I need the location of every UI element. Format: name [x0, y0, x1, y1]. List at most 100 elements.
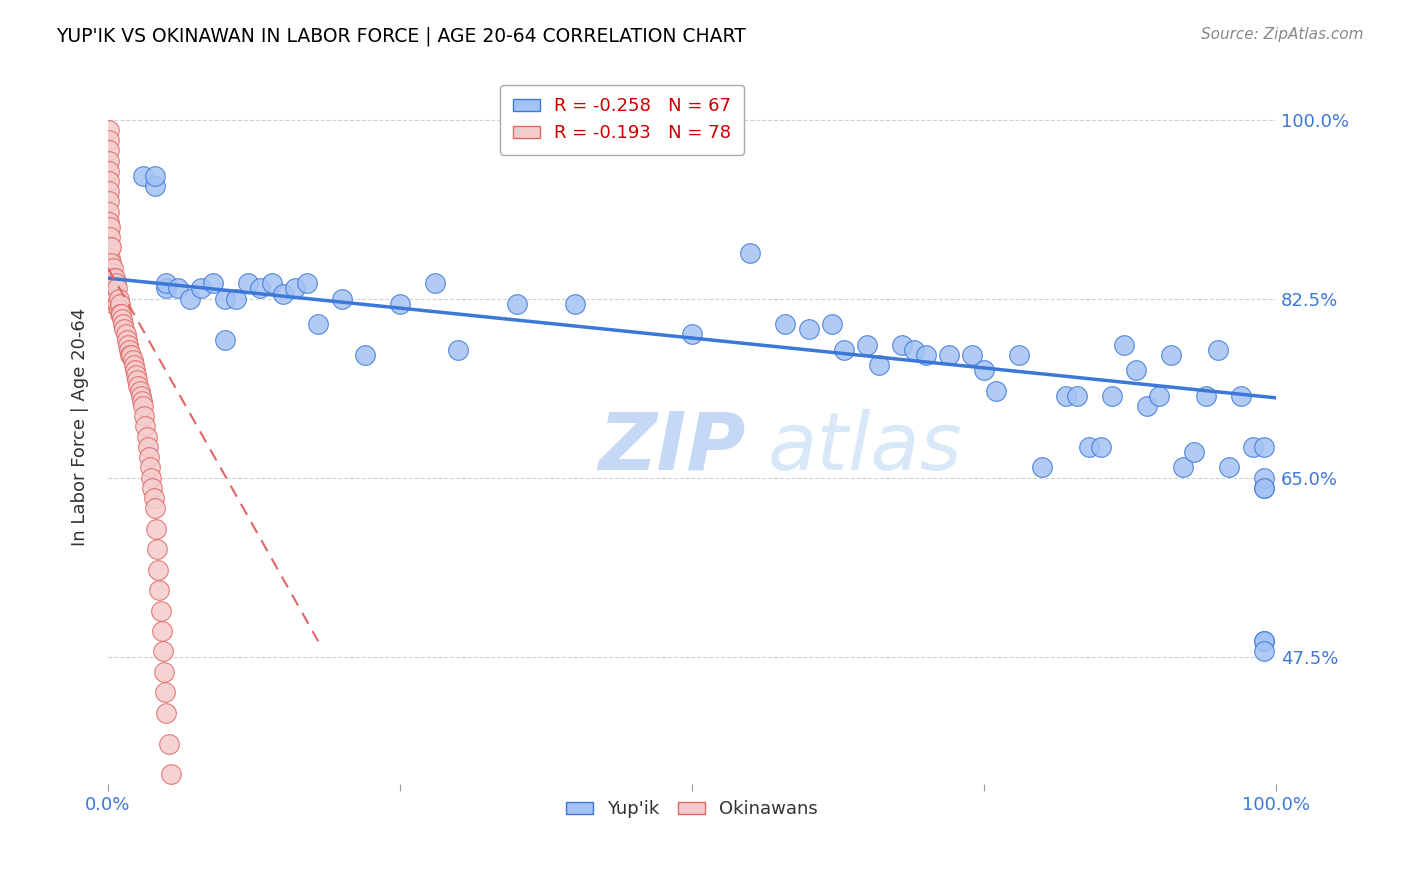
Point: [155, 281, 177, 295]
Point: [1008, 348, 1031, 362]
Point: [108, 297, 131, 311]
Point: [98, 144, 121, 158]
Point: [214, 333, 236, 347]
Point: [98, 174, 121, 188]
Point: [1253, 481, 1275, 495]
Point: [105, 277, 128, 291]
Point: [330, 292, 353, 306]
Point: [98, 204, 121, 219]
Point: [105, 281, 128, 295]
Point: [1253, 634, 1275, 648]
Point: [125, 368, 148, 383]
Point: [1253, 634, 1275, 648]
Point: [1253, 440, 1275, 454]
Point: [152, 644, 174, 658]
Point: [938, 348, 960, 362]
Point: [155, 685, 177, 699]
Point: [115, 333, 138, 347]
Point: [914, 348, 936, 362]
Text: atlas: atlas: [768, 409, 963, 487]
Point: [100, 266, 122, 280]
Point: [249, 281, 271, 295]
Point: [157, 737, 180, 751]
Point: [1147, 389, 1170, 403]
Point: [1182, 445, 1205, 459]
Point: [107, 292, 129, 306]
Point: [1218, 460, 1240, 475]
Point: [143, 501, 166, 516]
Point: [1195, 389, 1218, 403]
Point: [98, 194, 121, 209]
Point: [112, 322, 135, 336]
Point: [1031, 460, 1053, 475]
Point: [141, 481, 163, 495]
Point: [1241, 440, 1264, 454]
Point: [190, 281, 212, 295]
Point: [104, 286, 127, 301]
Point: [98, 133, 121, 147]
Point: [127, 378, 149, 392]
Point: [1171, 460, 1194, 475]
Point: [160, 767, 183, 781]
Point: [98, 240, 121, 254]
Text: YUP'IK VS OKINAWAN IN LABOR FORCE | AGE 20-64 CORRELATION CHART: YUP'IK VS OKINAWAN IN LABOR FORCE | AGE …: [56, 27, 747, 46]
Point: [681, 327, 703, 342]
Point: [135, 430, 157, 444]
Point: [1253, 481, 1275, 495]
Point: [100, 256, 122, 270]
Point: [155, 706, 177, 720]
Point: [202, 277, 225, 291]
Point: [284, 281, 307, 295]
Point: [122, 358, 145, 372]
Point: [1090, 440, 1112, 454]
Point: [506, 297, 529, 311]
Point: [1253, 470, 1275, 484]
Point: [128, 384, 150, 398]
Point: [98, 220, 121, 235]
Point: [146, 542, 169, 557]
Point: [832, 343, 855, 357]
Point: [388, 297, 411, 311]
Point: [148, 583, 170, 598]
Point: [98, 215, 121, 229]
Point: [153, 665, 176, 679]
Point: [973, 363, 995, 377]
Point: [155, 277, 177, 291]
Point: [962, 348, 984, 362]
Point: [141, 470, 163, 484]
Point: [143, 179, 166, 194]
Point: [132, 169, 155, 183]
Point: [260, 277, 283, 291]
Point: [118, 343, 141, 357]
Point: [149, 603, 172, 617]
Point: [98, 230, 121, 244]
Point: [1078, 440, 1101, 454]
Point: [101, 286, 124, 301]
Legend: Yup'ik, Okinawans: Yup'ik, Okinawans: [558, 793, 825, 825]
Point: [1125, 363, 1147, 377]
Point: [101, 260, 124, 275]
Point: [821, 317, 844, 331]
Point: [117, 337, 139, 351]
Point: [110, 307, 132, 321]
Point: [856, 337, 879, 351]
Point: [145, 522, 167, 536]
Point: [134, 409, 156, 424]
Point: [120, 348, 142, 362]
Point: [98, 184, 121, 198]
Point: [121, 353, 143, 368]
Point: [797, 322, 820, 336]
Point: [98, 256, 121, 270]
Point: [112, 317, 135, 331]
Point: [131, 393, 153, 408]
Point: [1101, 389, 1123, 403]
Point: [354, 348, 377, 362]
Point: [103, 297, 125, 311]
Point: [98, 266, 121, 280]
Point: [1114, 337, 1136, 351]
Point: [103, 271, 125, 285]
Point: [98, 123, 121, 137]
Point: [1160, 348, 1182, 362]
Point: [100, 277, 122, 291]
Point: [148, 563, 170, 577]
